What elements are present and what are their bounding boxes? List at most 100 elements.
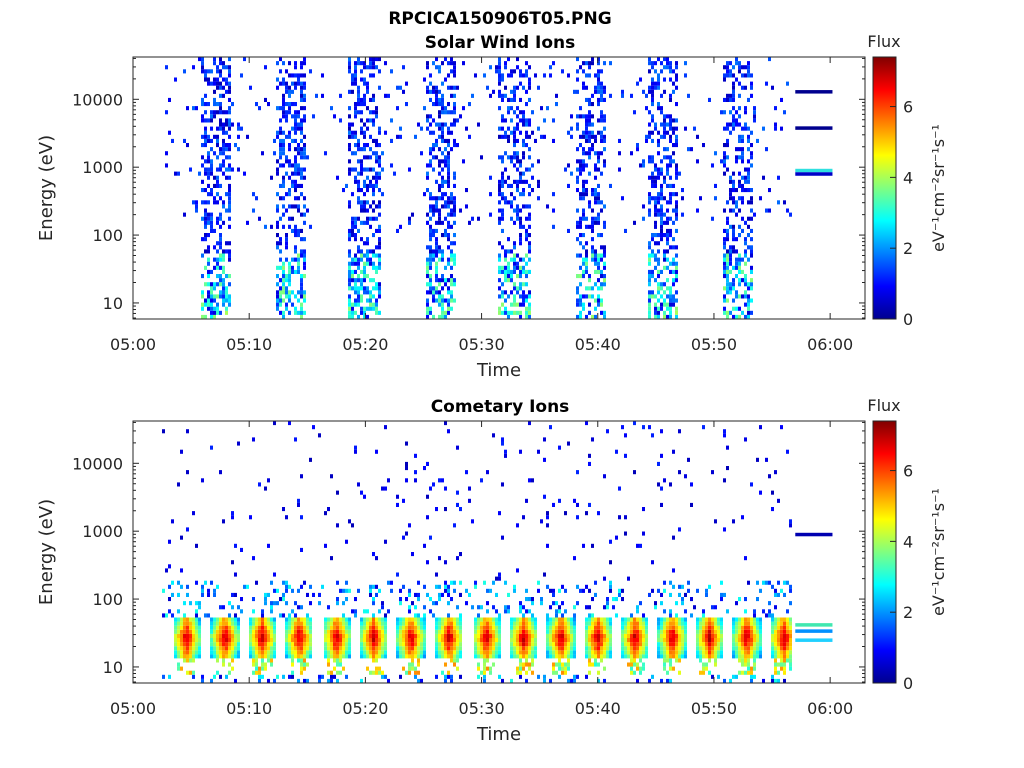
heatmap-cell bbox=[525, 314, 528, 319]
heatmap-cell bbox=[546, 646, 549, 651]
heatmap-cell bbox=[336, 642, 339, 647]
heatmap-cell bbox=[351, 134, 354, 139]
heatmap-cell bbox=[468, 592, 471, 597]
heatmap-cell bbox=[711, 650, 714, 655]
heatmap-cell bbox=[660, 453, 663, 458]
heatmap-cell bbox=[408, 621, 411, 626]
heatmap-cell bbox=[582, 147, 585, 152]
heatmap-cell bbox=[633, 662, 636, 667]
heatmap-cell bbox=[213, 642, 216, 647]
heatmap-cell bbox=[537, 183, 540, 188]
heatmap-cell bbox=[732, 114, 735, 119]
heatmap-cell bbox=[558, 621, 561, 626]
heatmap-cell bbox=[300, 474, 303, 479]
heatmap-cell bbox=[741, 642, 744, 647]
heatmap-cell bbox=[576, 175, 579, 180]
heatmap-cell bbox=[297, 617, 300, 622]
heatmap-cell bbox=[459, 621, 462, 626]
heatmap-cell bbox=[264, 97, 267, 102]
heatmap-cell bbox=[186, 527, 189, 532]
heatmap-cell bbox=[207, 167, 210, 172]
heatmap-cell bbox=[339, 670, 342, 675]
heatmap-cell bbox=[519, 257, 522, 262]
heatmap-cell bbox=[438, 159, 441, 164]
heatmap-cell bbox=[420, 126, 423, 131]
heatmap-cell bbox=[171, 580, 174, 585]
heatmap-cell bbox=[510, 89, 513, 94]
heatmap-cell bbox=[309, 224, 312, 229]
heatmap-cell bbox=[402, 642, 405, 647]
heatmap-cell bbox=[177, 662, 180, 667]
heatmap-cell bbox=[435, 204, 438, 209]
heatmap-cell bbox=[516, 646, 519, 651]
heatmap-cell bbox=[678, 670, 681, 675]
heatmap-cell bbox=[210, 118, 213, 123]
heatmap-cell bbox=[288, 584, 291, 589]
heatmap-cell bbox=[450, 85, 453, 90]
heatmap-cell bbox=[606, 654, 609, 659]
heatmap-cell bbox=[450, 224, 453, 229]
heatmap-cell bbox=[513, 298, 516, 303]
heatmap-cell bbox=[435, 89, 438, 94]
heatmap-cell bbox=[501, 118, 504, 123]
heatmap-cell bbox=[363, 269, 366, 274]
heatmap-cell bbox=[672, 638, 675, 643]
heatmap-cell bbox=[516, 155, 519, 160]
heatmap-cell bbox=[288, 261, 291, 266]
heatmap-cell bbox=[336, 523, 339, 528]
heatmap-cell bbox=[594, 261, 597, 266]
heatmap-cell bbox=[609, 580, 612, 585]
heatmap-cell bbox=[303, 294, 306, 299]
heatmap-cell bbox=[630, 625, 633, 630]
heatmap-cell bbox=[708, 633, 711, 638]
heatmap-cell bbox=[693, 605, 696, 610]
heatmap-cell bbox=[597, 638, 600, 643]
heatmap-cell bbox=[228, 216, 231, 221]
heatmap-cell bbox=[549, 633, 552, 638]
heatmap-cell bbox=[519, 633, 522, 638]
heatmap-cell bbox=[282, 81, 285, 86]
heatmap-cell bbox=[384, 61, 387, 66]
heatmap-cell bbox=[609, 642, 612, 647]
heatmap-cell bbox=[579, 106, 582, 111]
heatmap-cell bbox=[375, 584, 378, 589]
heatmap-cell bbox=[405, 81, 408, 86]
heatmap-cell bbox=[582, 163, 585, 168]
heatmap-cell bbox=[294, 646, 297, 651]
heatmap-cell bbox=[657, 102, 660, 107]
heatmap-cell bbox=[435, 200, 438, 205]
heatmap-cell bbox=[747, 134, 750, 139]
heatmap-cell bbox=[336, 629, 339, 634]
heatmap-cell bbox=[669, 69, 672, 74]
heatmap-cell bbox=[285, 89, 288, 94]
heatmap-cell bbox=[564, 629, 567, 634]
heatmap-cell bbox=[699, 633, 702, 638]
heatmap-cell bbox=[264, 617, 267, 622]
heatmap-cell bbox=[558, 674, 561, 679]
heatmap-cell bbox=[762, 175, 765, 180]
heatmap-cell bbox=[294, 617, 297, 622]
heatmap-cell bbox=[531, 601, 534, 606]
heatmap-cell bbox=[426, 212, 429, 217]
heatmap-cell bbox=[330, 556, 333, 561]
heatmap-cell bbox=[249, 625, 252, 630]
heatmap-cell bbox=[522, 302, 525, 307]
heatmap-cell bbox=[552, 633, 555, 638]
heatmap-cell bbox=[357, 482, 360, 487]
heatmap-cell bbox=[381, 654, 384, 659]
heatmap-cell bbox=[213, 629, 216, 634]
heatmap-cell bbox=[357, 228, 360, 233]
heatmap-cell bbox=[516, 621, 519, 626]
heatmap-cell bbox=[504, 580, 507, 585]
heatmap-cell bbox=[603, 633, 606, 638]
heatmap-cell bbox=[660, 269, 663, 274]
heatmap-cell bbox=[216, 167, 219, 172]
heatmap-cell bbox=[291, 609, 294, 614]
heatmap-cell bbox=[708, 670, 711, 675]
heatmap-cell bbox=[177, 621, 180, 626]
heatmap-cell bbox=[432, 118, 435, 123]
heatmap-cell bbox=[327, 638, 330, 643]
heatmap-cell bbox=[459, 208, 462, 213]
heatmap-cell bbox=[354, 179, 357, 184]
heatmap-cell bbox=[438, 314, 441, 319]
